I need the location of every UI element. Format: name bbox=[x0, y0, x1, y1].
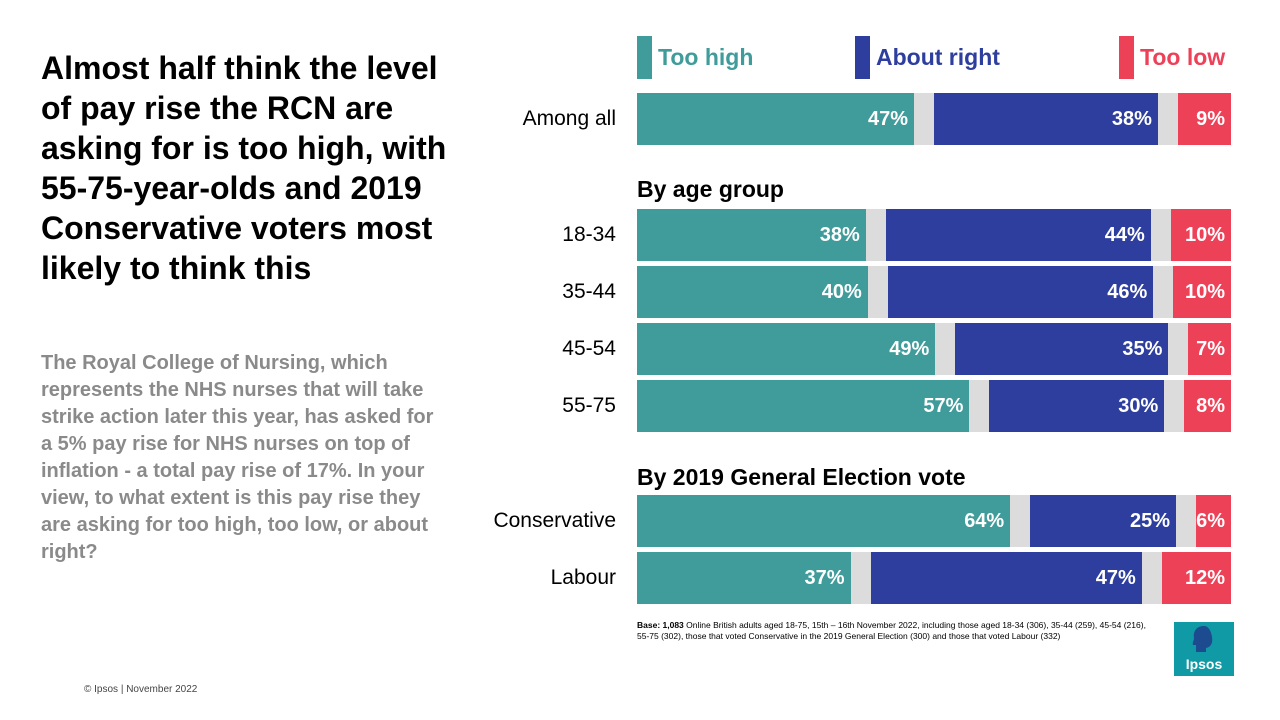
data-label-too-high: 40% bbox=[821, 281, 862, 303]
bar-segment-too-low bbox=[1170, 209, 1231, 261]
legend-swatch-too-high bbox=[637, 36, 652, 79]
data-label-too-low: 6% bbox=[1196, 510, 1225, 532]
data-label-too-high: 49% bbox=[889, 338, 930, 360]
data-label-too-high: 38% bbox=[819, 224, 860, 246]
bar-segment-about-right bbox=[955, 323, 1169, 375]
bar-row-55-75: 57% 30% 8% bbox=[637, 380, 1231, 432]
data-label-about-right: 46% bbox=[1107, 281, 1148, 303]
category-label-labour: Labour bbox=[550, 566, 616, 589]
category-label-conservative: Conservative bbox=[493, 509, 616, 532]
data-label-too-low: 8% bbox=[1196, 395, 1225, 417]
bar-segment-too-high bbox=[637, 266, 868, 318]
footnote-base: Base: 1,083 bbox=[637, 620, 684, 630]
bar-segment-too-high bbox=[637, 380, 970, 432]
legend-label-too-low: Too low bbox=[1140, 44, 1226, 70]
bar-segment-too-high bbox=[637, 93, 914, 145]
category-label-45-54: 45-54 bbox=[562, 337, 616, 360]
headline: Almost half think the level of pay rise … bbox=[41, 50, 447, 286]
data-label-about-right: 38% bbox=[1111, 108, 1152, 130]
bar-segment-about-right bbox=[870, 552, 1142, 604]
data-label-about-right: 25% bbox=[1129, 510, 1170, 532]
bar-segment-too-high bbox=[637, 552, 851, 604]
bar-segment-about-right bbox=[989, 380, 1165, 432]
bar-segment-too-high bbox=[637, 209, 866, 261]
data-label-too-low: 7% bbox=[1196, 338, 1225, 360]
legend-label-too-high: Too high bbox=[658, 44, 754, 70]
bar-segment-about-right bbox=[934, 93, 1158, 145]
bar-segment-too-low bbox=[1161, 552, 1231, 604]
bar-row-35-44: 40% 46% 10% bbox=[637, 266, 1231, 318]
bar-segment-too-high bbox=[637, 323, 936, 375]
data-label-too-high: 57% bbox=[923, 395, 964, 417]
ipsos-logo: Ipsos bbox=[1174, 622, 1234, 676]
logo-text: Ipsos bbox=[1185, 656, 1223, 672]
footnote: Base: 1,083 Online British adults aged 1… bbox=[637, 620, 1157, 642]
legend-item-too-low: Too low bbox=[1119, 36, 1225, 79]
bar-segment-too-low bbox=[1184, 380, 1231, 432]
data-label-too-low: 10% bbox=[1184, 281, 1225, 303]
bar-segment-about-right bbox=[887, 266, 1154, 318]
bar-segment-about-right bbox=[885, 209, 1151, 261]
category-label-35-44: 35-44 bbox=[562, 280, 616, 303]
data-label-too-high: 47% bbox=[867, 108, 908, 130]
section-title-age: By age group bbox=[637, 176, 784, 202]
data-label-too-high: 64% bbox=[964, 510, 1005, 532]
legend-item-about-right: About right bbox=[855, 36, 1000, 79]
bar-segment-too-high bbox=[637, 495, 1011, 547]
data-label-about-right: 35% bbox=[1122, 338, 1163, 360]
data-label-about-right: 30% bbox=[1118, 395, 1159, 417]
survey-question: The Royal College of Nursing, which repr… bbox=[41, 352, 434, 563]
footnote-text: Online British adults aged 18-75, 15th –… bbox=[637, 620, 1146, 641]
bar-row-among-all: 47% 38% 9% bbox=[637, 93, 1231, 145]
data-label-too-low: 12% bbox=[1184, 567, 1225, 589]
data-label-about-right: 44% bbox=[1104, 224, 1145, 246]
legend-swatch-too-low bbox=[1119, 36, 1134, 79]
bar-segment-too-low bbox=[1196, 495, 1231, 547]
bar-row-labour: 37% 47% 12% bbox=[637, 552, 1231, 604]
bar-row-45-54: 49% 35% 7% bbox=[637, 323, 1231, 375]
category-label-55-75: 55-75 bbox=[562, 394, 616, 417]
copyright: © Ipsos | November 2022 bbox=[84, 684, 198, 695]
data-label-about-right: 47% bbox=[1095, 567, 1136, 589]
legend-item-too-high: Too high bbox=[637, 36, 753, 79]
data-label-too-low: 10% bbox=[1184, 224, 1225, 246]
ipsos-head-icon bbox=[1192, 626, 1213, 652]
category-label-among-all: Among all bbox=[522, 107, 616, 130]
data-label-too-low: 9% bbox=[1196, 108, 1225, 130]
bar-row-conservative: 64% 25% 6% bbox=[637, 495, 1231, 547]
bar-segment-too-low bbox=[1188, 323, 1231, 375]
bar-row-18-34: 38% 44% 10% bbox=[637, 209, 1231, 261]
bar-segment-too-low bbox=[1173, 266, 1231, 318]
data-label-too-high: 37% bbox=[804, 567, 845, 589]
legend-swatch-about-right bbox=[855, 36, 870, 79]
category-label-18-34: 18-34 bbox=[562, 223, 616, 246]
bar-segment-too-low bbox=[1177, 93, 1231, 145]
section-title-vote: By 2019 General Election vote bbox=[637, 464, 966, 490]
legend-label-about-right: About right bbox=[876, 44, 1000, 70]
bar-segment-about-right bbox=[1030, 495, 1176, 547]
